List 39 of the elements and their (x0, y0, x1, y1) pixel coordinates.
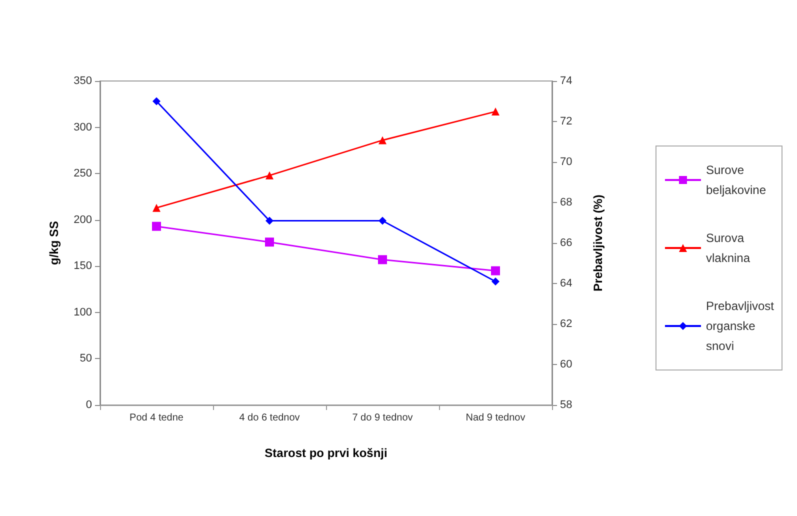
y-tick-label: 0 (86, 399, 92, 411)
x-tick-label: Nad 9 tednov (466, 412, 526, 424)
point (378, 255, 387, 264)
y-tick-label: 350 (74, 75, 92, 87)
y-tick-label: 150 (74, 260, 92, 272)
x-tick-label: 4 do 6 tednov (239, 412, 300, 424)
point (152, 97, 160, 106)
y-axis-title: g/kg SS (47, 220, 61, 266)
point (265, 238, 274, 247)
y2-tick-label: 70 (560, 156, 572, 168)
point (378, 136, 386, 144)
point (492, 277, 500, 286)
y-tick-label: 250 (74, 168, 92, 180)
x-tick-label: 7 do 9 tednov (352, 412, 413, 424)
y2-tick-label: 68 (560, 196, 572, 208)
y2-axis-title: Prebavljivost (%) (591, 194, 605, 292)
point (152, 222, 161, 231)
y2-tick-label: 72 (560, 116, 572, 128)
y2-tick-label: 58 (560, 399, 572, 411)
y-tick-label: 200 (74, 214, 92, 226)
x-axis-title: Starost po prvi košnji (264, 446, 388, 460)
point (266, 216, 274, 225)
y-tick-label: 50 (80, 352, 92, 365)
legend-label: Surova vlaknina (706, 231, 750, 265)
y-tick-label: 300 (74, 121, 92, 134)
x-tick-label: Pod 4 tedne (130, 412, 184, 424)
y-tick-label: 100 (74, 306, 92, 318)
y2-tick-label: 74 (560, 75, 572, 87)
y2-tick-label: 62 (560, 318, 572, 330)
y2-tick-label: 64 (560, 278, 572, 290)
y2-tick-label: 66 (560, 237, 572, 249)
point (152, 204, 160, 212)
legend-label: Surove beljakovine (706, 163, 766, 197)
point (266, 171, 274, 180)
point (491, 266, 500, 276)
legend-label: Prebavljivost organske snovi (706, 299, 775, 353)
point (492, 108, 500, 116)
point (378, 216, 386, 225)
y2-tick-label: 60 (560, 358, 572, 370)
